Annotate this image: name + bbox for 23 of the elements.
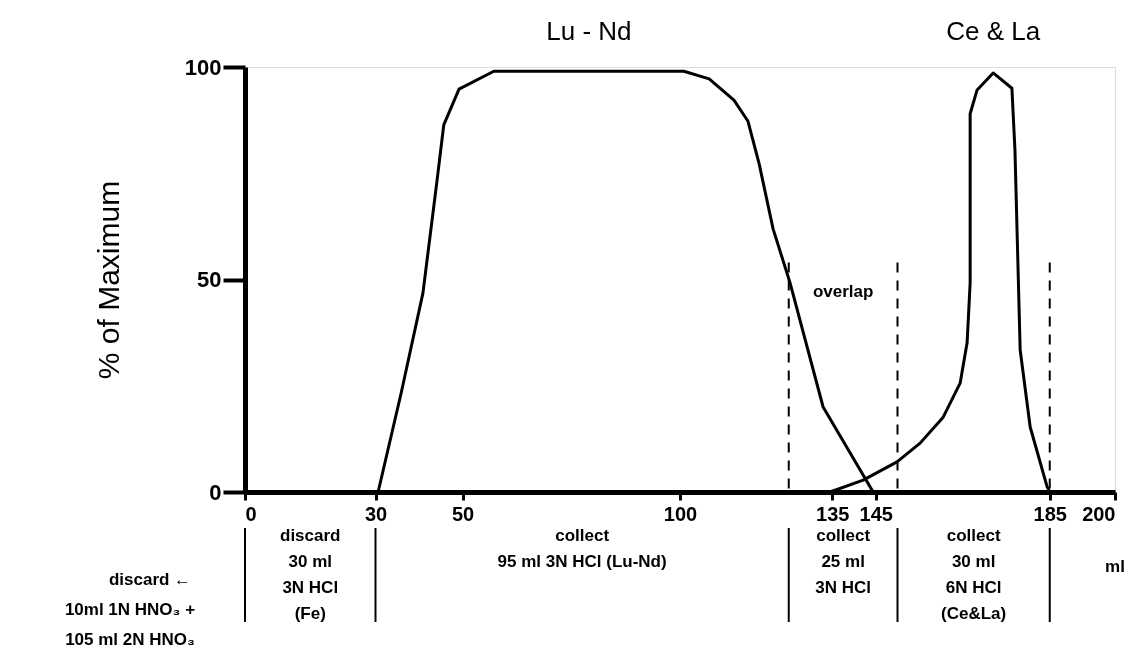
series-label: Ce & La bbox=[946, 16, 1041, 46]
y-tick-label: 50 bbox=[197, 267, 222, 292]
x-tick-label: 145 bbox=[859, 502, 893, 525]
x-tick-label: 50 bbox=[451, 502, 475, 525]
x-tick-label: 0 bbox=[245, 502, 257, 525]
x-tick-label: 200 bbox=[1082, 502, 1116, 525]
y-axis-title: % of Maximum bbox=[91, 180, 125, 380]
y-tick-label: 100 bbox=[184, 54, 222, 80]
x-tick-label: 135 bbox=[816, 502, 850, 525]
x-tick-label: 185 bbox=[1033, 502, 1067, 525]
y-tick-label: 0 bbox=[209, 479, 222, 505]
annotation: overlap bbox=[812, 282, 874, 302]
text: collect 95 ml 3N HCl (Lu-Nd) bbox=[497, 526, 667, 571]
text: 105 ml 2N HNO₃ bbox=[65, 630, 195, 649]
series-label: Lu - Nd bbox=[546, 16, 632, 46]
text: discard 30 ml 3N HCl (Fe) bbox=[280, 526, 341, 623]
text: collect 25 ml 3N HCl bbox=[815, 526, 871, 597]
text: 10ml 1N HNO₃ + bbox=[64, 600, 196, 619]
text: discard ← bbox=[108, 570, 192, 589]
x-axis-title: ml bbox=[1105, 557, 1125, 576]
x-tick-label: 30 bbox=[364, 502, 388, 525]
x-tick-label: 100 bbox=[663, 502, 698, 525]
text: collect 30 ml 6N HCl (Ce&La) bbox=[941, 526, 1007, 623]
